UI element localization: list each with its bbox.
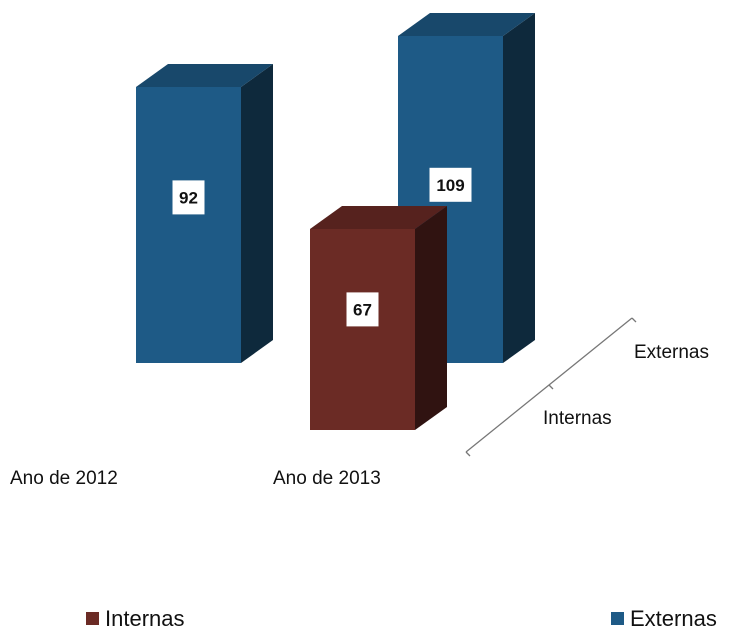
legend-label-externas: Externas — [630, 606, 717, 630]
data-label-box — [172, 180, 205, 215]
bar-front-face — [136, 87, 241, 363]
data-label: 109 — [436, 176, 464, 195]
bar-side-face — [415, 206, 447, 430]
data-label: 67 — [353, 300, 372, 319]
bar-side-face — [503, 13, 535, 363]
depth-axis-label-internas: Internas — [543, 408, 612, 429]
data-label-box — [346, 292, 379, 327]
bar-internas-1: 67 — [310, 206, 447, 430]
bar-top-face — [310, 206, 447, 229]
category-axis: Ano de 2012 Ano de 2013 — [10, 468, 381, 489]
bar-top-face — [398, 13, 535, 36]
category-label-2012: Ano de 2012 — [10, 468, 118, 489]
legend-swatch-internas — [86, 612, 99, 625]
depth-axis: Internas Externas — [465, 317, 709, 457]
depth-axis-label-externas: Externas — [634, 342, 709, 363]
category-label-2013: Ano de 2013 — [273, 468, 381, 489]
data-label-box — [429, 167, 472, 202]
depth-axis-tick — [631, 317, 637, 323]
legend-label-internas: Internas — [105, 606, 185, 630]
legend: Internas Externas — [86, 606, 717, 630]
data-label: 92 — [179, 188, 198, 207]
bar-top-face — [136, 64, 273, 87]
depth-axis-tick — [465, 451, 471, 457]
bar-side-face — [241, 64, 273, 363]
legend-swatch-externas — [611, 612, 624, 625]
bars-layer: 92 109 67 — [136, 13, 535, 430]
bar-externas-0: 92 — [136, 64, 273, 363]
bar-front-face — [310, 229, 415, 430]
depth-axis-tick — [548, 384, 554, 390]
